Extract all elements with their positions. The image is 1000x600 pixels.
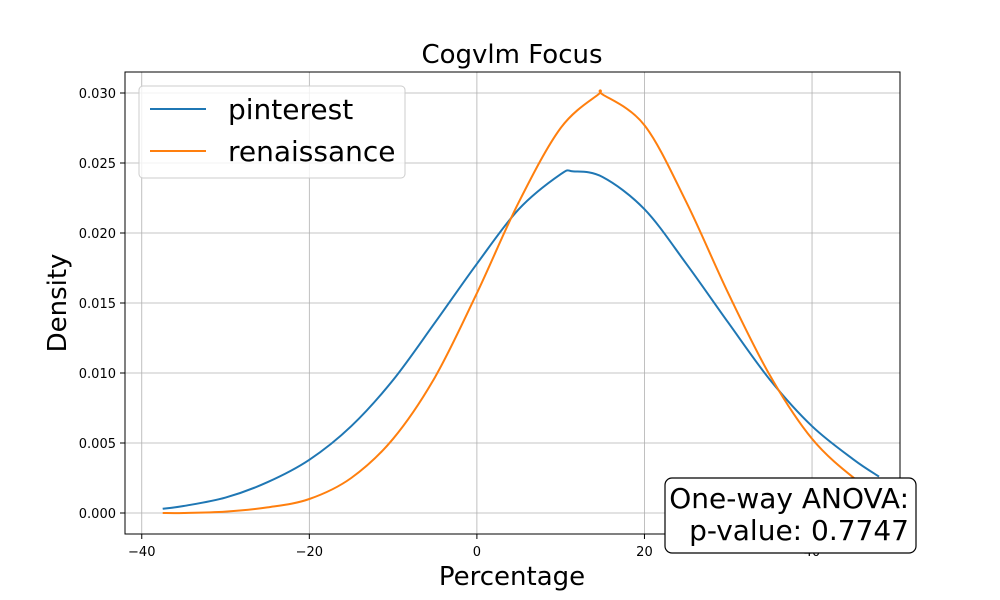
anova-box bbox=[664, 477, 917, 554]
series-lines bbox=[162, 89, 880, 515]
anova-title: One-way ANOVA: bbox=[669, 482, 909, 515]
x-tick-label: 0 bbox=[473, 545, 481, 560]
x-tick-label: −40 bbox=[128, 545, 155, 560]
y-tick-label: 0.025 bbox=[79, 157, 116, 172]
x-tick-label: −20 bbox=[296, 545, 323, 560]
y-axis-ticks: 0.000 0.005 0.010 0.015 0.020 0.025 0.030 bbox=[79, 87, 125, 522]
y-tick-label: 0.015 bbox=[79, 297, 116, 312]
y-tick-label: 0.010 bbox=[79, 367, 116, 382]
anova-p-value: p-value: 0.7747 bbox=[689, 514, 909, 547]
y-tick-label: 0.020 bbox=[79, 227, 116, 242]
series-line-pinterest bbox=[162, 169, 880, 510]
series-line-renaissance bbox=[162, 89, 880, 515]
anova-annotation: One-way ANOVA: p-value: 0.7747 bbox=[664, 477, 917, 554]
legend: pinterest renaissance bbox=[138, 85, 406, 179]
x-axis-label: Percentage bbox=[439, 562, 585, 592]
y-axis-label: Density bbox=[43, 254, 73, 353]
x-tick-label: 20 bbox=[636, 545, 653, 560]
chart-title: Cogvlm Focus bbox=[421, 40, 602, 70]
legend-label-pinterest: pinterest bbox=[228, 93, 353, 126]
y-tick-label: 0.030 bbox=[79, 87, 116, 102]
y-tick-label: 0.005 bbox=[79, 437, 116, 452]
legend-label-renaissance: renaissance bbox=[228, 135, 396, 168]
y-tick-label: 0.000 bbox=[79, 507, 116, 522]
